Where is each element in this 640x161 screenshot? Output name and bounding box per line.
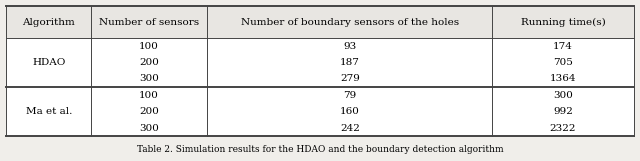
Text: 300: 300 bbox=[139, 74, 159, 83]
Text: Algorithm: Algorithm bbox=[22, 18, 75, 27]
Text: Number of sensors: Number of sensors bbox=[99, 18, 199, 27]
Text: 705: 705 bbox=[553, 58, 573, 67]
Text: Ma et al.: Ma et al. bbox=[26, 107, 72, 116]
Text: 279: 279 bbox=[340, 74, 360, 83]
Text: 2322: 2322 bbox=[550, 124, 576, 133]
Text: Number of boundary sensors of the holes: Number of boundary sensors of the holes bbox=[241, 18, 459, 27]
Text: 200: 200 bbox=[139, 107, 159, 116]
Text: Table 2. Simulation results for the HDAO and the boundary detection algorithm: Table 2. Simulation results for the HDAO… bbox=[137, 145, 503, 154]
Text: 79: 79 bbox=[343, 91, 356, 100]
Text: 300: 300 bbox=[553, 91, 573, 100]
Text: 100: 100 bbox=[139, 91, 159, 100]
Text: 242: 242 bbox=[340, 124, 360, 133]
Text: 93: 93 bbox=[343, 42, 356, 51]
Text: HDAO: HDAO bbox=[32, 58, 65, 67]
Bar bbox=[6, 6, 634, 136]
Text: 100: 100 bbox=[139, 42, 159, 51]
Text: 200: 200 bbox=[139, 58, 159, 67]
Text: 992: 992 bbox=[553, 107, 573, 116]
Text: 1364: 1364 bbox=[550, 74, 576, 83]
Text: 300: 300 bbox=[139, 124, 159, 133]
Text: 187: 187 bbox=[340, 58, 360, 67]
Text: 160: 160 bbox=[340, 107, 360, 116]
Text: Running time(s): Running time(s) bbox=[521, 18, 605, 27]
Bar bbox=[6, 6, 634, 38]
Text: 174: 174 bbox=[553, 42, 573, 51]
